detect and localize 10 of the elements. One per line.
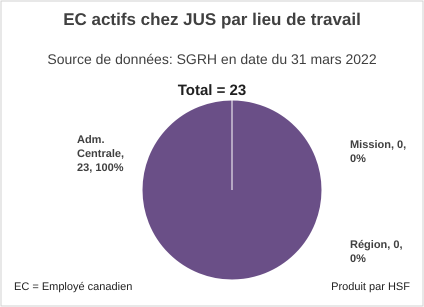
- text: 0%: [350, 253, 366, 265]
- chart-title: EC actifs chez JUS par lieu de travail: [63, 10, 361, 29]
- text: Produit par HSF: [331, 281, 410, 293]
- slice-label: Adm. Centrale, 23, 100%: [77, 134, 124, 174]
- text: EC = Employé canadien: [14, 281, 132, 293]
- text: Total = 23: [178, 82, 246, 99]
- chart-subtitle: Source de données: SGRH en date du 31 mars 2022: [47, 51, 377, 67]
- category-label: Région, 0,: [350, 239, 403, 251]
- text: 0%: [350, 153, 366, 165]
- category-label: Mission, 0,: [350, 139, 406, 151]
